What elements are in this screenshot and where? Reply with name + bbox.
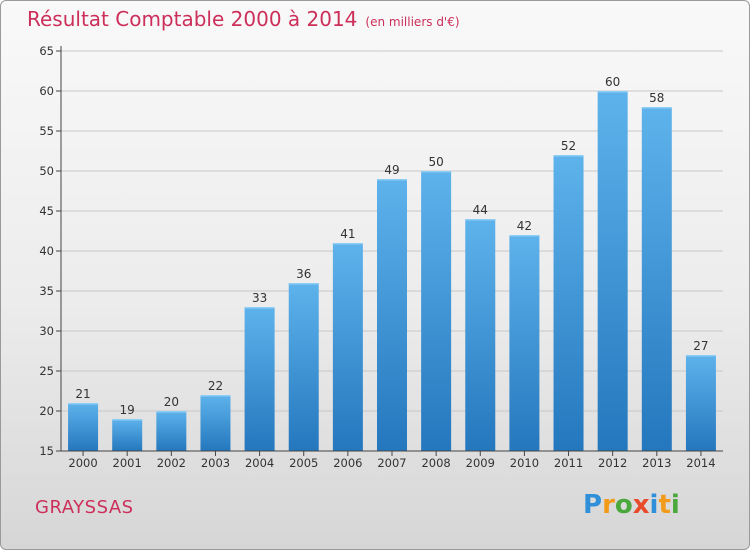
y-tick-label: 35 [39,284,54,298]
bar-2010 [509,235,540,451]
y-tick-label: 50 [39,164,54,178]
data-label: 36 [296,267,311,281]
x-tick-label: 2000 [68,456,97,470]
x-tick-label: 2003 [201,456,230,470]
logo-letter: t [658,490,671,520]
x-tick-label: 2010 [510,456,539,470]
x-tick-label: 2013 [642,456,671,470]
bar-2005 [288,283,319,451]
bar-2011 [553,155,584,451]
chart-subtitle: (en milliers d'€) [365,15,460,29]
bar-2009 [465,219,496,451]
x-tick-label: 2002 [157,456,186,470]
bar-2001 [112,419,143,451]
bar-highlight [68,403,99,405]
x-tick-label: 2001 [113,456,142,470]
x-tick-label: 2012 [598,456,627,470]
bar-highlight [288,283,319,285]
bar-highlight [597,91,628,93]
data-label: 19 [120,403,135,417]
commune-name: GRAYSSAS [35,497,134,518]
data-label: 42 [517,219,532,233]
y-tick-label: 20 [39,404,54,418]
bar-highlight [685,355,716,357]
data-label: 52 [561,139,576,153]
x-tick-label: 2014 [686,456,715,470]
y-tick-label: 60 [39,84,54,98]
logo-letter: x [632,490,650,520]
x-tick-label: 2004 [245,456,274,470]
bar-2004 [244,307,275,451]
x-tick-label: 2009 [466,456,495,470]
x-tick-label: 2007 [377,456,406,470]
bar-highlight [465,219,496,221]
data-label: 27 [693,339,708,353]
logo-letter: r [602,490,615,520]
data-label: 20 [164,395,179,409]
data-label: 60 [605,75,620,89]
bar-2006 [332,243,363,451]
bar-highlight [421,171,452,173]
data-label: 33 [252,291,267,305]
chart-title: Résultat Comptable 2000 à 2014 (en millie… [27,7,460,31]
x-tick-label: 2008 [421,456,450,470]
logo-letter: o [614,490,633,520]
bar-2012 [597,91,628,451]
y-tick-label: 55 [39,124,54,138]
bar-2008 [421,171,452,451]
data-label: 50 [428,155,443,169]
data-label: 22 [208,379,223,393]
x-tick-label: 2006 [333,456,362,470]
bar-2003 [200,395,231,451]
data-label: 44 [473,203,488,217]
data-label: 58 [649,91,664,105]
x-tick-label: 2005 [289,456,318,470]
data-label: 49 [384,163,399,177]
bar-2002 [156,411,187,451]
data-label: 41 [340,227,355,241]
bar-highlight [509,235,540,237]
bar-highlight [553,155,584,157]
bar-highlight [244,307,275,309]
y-tick-label: 25 [39,364,54,378]
bar-highlight [377,179,407,181]
x-tick-label: 2011 [554,456,583,470]
bar-highlight [156,411,187,413]
axes: 15 20 25 30 35 40 45 50 55 60 65 2000 2001 2002 2003 20… [39,44,723,470]
bar-highlight [112,419,143,421]
bar-highlight [332,243,363,245]
y-tick-label: 65 [39,44,54,58]
data-label: 21 [75,387,90,401]
bar-2014 [685,355,716,451]
y-tick-label: 40 [39,244,54,258]
logo-letter: i [649,490,659,520]
bar-2000 [68,403,99,451]
y-tick-label: 15 [39,444,54,458]
bar-2013 [641,107,672,451]
bar-highlight [200,395,231,397]
bars: 21 19 20 22 33 36 41 49 50 44 42 52 60 58 27 [68,75,716,451]
bar-highlight [641,107,672,109]
y-tick-label: 30 [39,324,54,338]
y-tick-label: 45 [39,204,54,218]
chart-title-text: Résultat Comptable 2000 à 2014 [27,7,358,31]
proxiti-logo: Proxiti [583,490,680,520]
logo-letter: P [583,490,603,520]
logo-letter: i [670,490,680,520]
bar-2007 [377,179,407,451]
